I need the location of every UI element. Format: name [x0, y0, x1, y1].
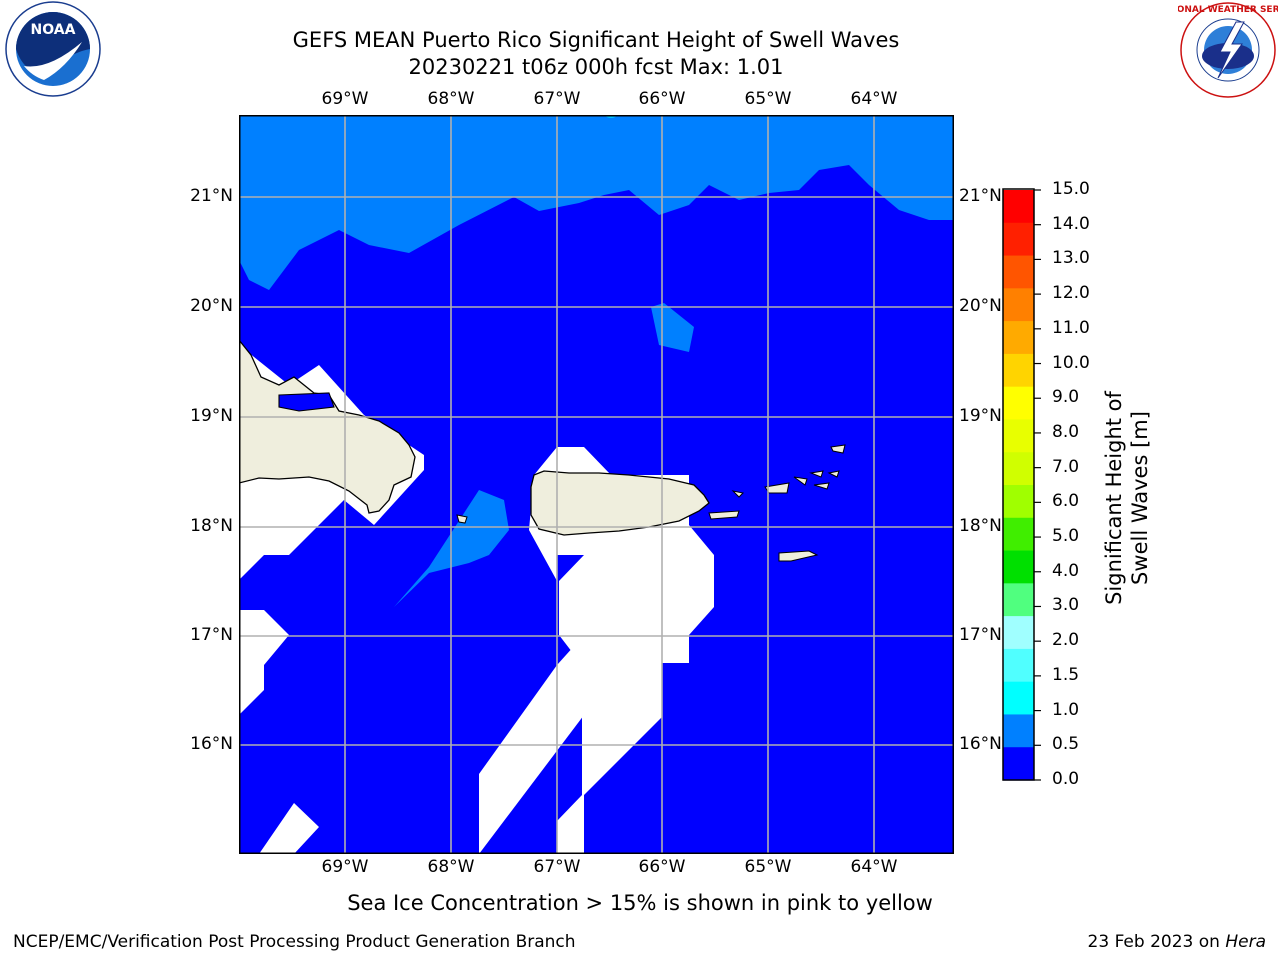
graticule [239, 115, 954, 854]
lon-tick-bottom: 69°W [321, 857, 369, 877]
colorbar-band [1003, 583, 1034, 617]
land-anegada [830, 444, 846, 454]
colorbar-band [1003, 255, 1034, 289]
colorbar-tick-label: 9.0 [1052, 387, 1080, 408]
colorbar-tick-label: 0.5 [1052, 734, 1080, 755]
colorbar-tick-label: 8.0 [1052, 421, 1080, 442]
lon-tick-top: 67°W [533, 89, 581, 109]
colorbar-band [1003, 747, 1034, 781]
swell-band-north [239, 115, 954, 290]
noaa-logo: NOAA [5, 1, 101, 97]
footer-right: 23 Feb 2023 on Hera [1088, 932, 1266, 952]
colorbar-band [1003, 288, 1034, 322]
colorbar-band [1003, 222, 1034, 257]
map-title: GEFS MEAN Puerto Rico Significant Height… [292, 28, 900, 52]
colorbar-tick-label: 10.0 [1052, 352, 1090, 373]
land-puerto-rico [530, 470, 710, 536]
colorbar-tick-label: 7.0 [1052, 456, 1080, 477]
lon-tick-bottom: 68°W [427, 857, 475, 877]
colorbar-tick-label: 12.0 [1052, 283, 1090, 304]
colorbar-tick-label: 6.0 [1052, 491, 1080, 512]
colorbar-tick-label: 2.0 [1052, 630, 1080, 651]
colorbar-band [1003, 386, 1034, 421]
lon-tick-bottom: 64°W [850, 857, 898, 877]
colorbar-frame [1002, 188, 1035, 781]
lon-tick-bottom: 67°W [533, 857, 581, 877]
land-culebra [731, 490, 745, 498]
colorbar-band [1003, 452, 1034, 486]
lat-tick-left: 16°N [190, 734, 233, 754]
colorbar-band [1003, 714, 1034, 748]
lat-tick-left: 20°N [190, 296, 233, 316]
colorbar-band [1003, 681, 1034, 716]
lat-tick-right: 19°N [959, 406, 1002, 426]
map-subtitle: 20230221 t06z 000h fcst Max: 1.01 [408, 55, 784, 79]
land-hispaniola [239, 338, 416, 514]
sea-ice-caption: Sea Ice Concentration > 15% is shown in … [347, 891, 933, 915]
lon-tick-bottom: 65°W [744, 857, 792, 877]
lon-tick-bottom: 66°W [638, 857, 686, 877]
nws-logo-text: NATIONAL WEATHER SERVICE [1178, 5, 1278, 15]
land-st-croix [778, 550, 819, 562]
footer-date: 23 Feb 2023 on [1087, 932, 1226, 952]
colorbar-tick-label: 14.0 [1052, 213, 1090, 234]
lat-tick-right: 17°N [959, 625, 1002, 645]
water-samana-bay [278, 392, 335, 412]
mask-puerto-rico [529, 447, 714, 854]
colorbar [1002, 188, 1041, 781]
lat-tick-left: 17°N [190, 625, 233, 645]
colorbar-tick-label: 5.0 [1052, 526, 1080, 547]
colorbar-band [1003, 353, 1034, 388]
lat-tick-right: 21°N [959, 186, 1002, 206]
colorbar-tick-label: 1.5 [1052, 664, 1080, 685]
colorbar-band [1003, 321, 1034, 355]
colorbar-tick-label: 4.0 [1052, 560, 1080, 581]
lat-tick-right: 18°N [959, 516, 1002, 536]
land-mona [456, 514, 468, 524]
colorbar-band [1003, 550, 1034, 584]
lon-tick-top: 66°W [638, 89, 686, 109]
mask-sw-corner [259, 803, 319, 854]
lon-tick-top: 65°W [744, 89, 792, 109]
lon-tick-top: 68°W [427, 89, 475, 109]
colorbar-band [1003, 485, 1034, 519]
colorbar-band [1003, 419, 1034, 453]
colorbar-tick-label: 0.0 [1052, 769, 1080, 789]
lat-tick-left: 18°N [190, 516, 233, 536]
land-virgin-islands [793, 470, 840, 490]
colorbar-band [1003, 517, 1034, 552]
colorbar-title: Significant Height of Swell Waves [m] [1102, 391, 1152, 605]
colorbar-band [1003, 190, 1034, 224]
lat-tick-right: 16°N [959, 734, 1002, 754]
colorbar-tick-label: 11.0 [1052, 317, 1090, 338]
map-frame [239, 115, 954, 854]
colorbar-tick-label: 13.0 [1052, 248, 1090, 269]
lon-tick-top: 64°W [850, 89, 898, 109]
colorbar-tick-label: 15.0 [1052, 179, 1090, 199]
footer-left: NCEP/EMC/Verification Post Processing Pr… [13, 932, 576, 952]
footer-host: Hera [1225, 932, 1266, 952]
lat-tick-right: 20°N [959, 296, 1002, 316]
colorbar-tick-label: 3.0 [1052, 595, 1080, 616]
colorbar-band [1003, 648, 1034, 683]
lat-tick-left: 19°N [190, 406, 233, 426]
noaa-logo-text: NOAA [31, 22, 76, 38]
colorbar-band [1003, 616, 1034, 650]
lat-tick-left: 21°N [190, 186, 233, 206]
lon-tick-top: 69°W [321, 89, 369, 109]
land-vieques [708, 510, 740, 520]
colorbar-tick-label: 1.0 [1052, 699, 1080, 720]
map-panel [239, 115, 954, 854]
nws-logo: NATIONAL WEATHER SERVICE [1178, 2, 1278, 98]
